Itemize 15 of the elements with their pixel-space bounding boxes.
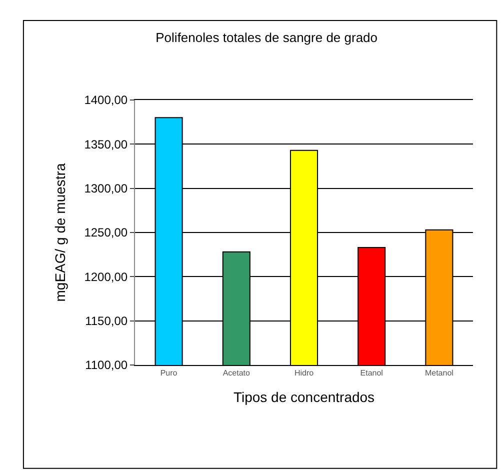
y-tick-label: 1250,00 bbox=[84, 226, 128, 240]
x-tick-label: Puro bbox=[160, 368, 178, 378]
y-tick-label: 1200,00 bbox=[84, 270, 128, 284]
y-tick-label: 1100,00 bbox=[85, 358, 128, 372]
y-tick-label: 1350,00 bbox=[84, 137, 128, 152]
y-tick-label: 1400,00 bbox=[84, 93, 128, 108]
x-axis-title: Tipos de concentrados bbox=[233, 388, 375, 405]
chart-title: Polifenoles totales de sangre de grado bbox=[156, 30, 378, 45]
y-axis-title: mgEAG/ g de muestra bbox=[52, 163, 68, 302]
x-tick-label: Metanol bbox=[424, 368, 454, 378]
x-tick-label: Hidro bbox=[294, 368, 314, 378]
x-tick-label: Etanol bbox=[360, 368, 384, 378]
x-tick-label: Acetato bbox=[222, 368, 251, 378]
y-tick-label: 1150,00 bbox=[85, 314, 128, 328]
y-tick-label: 1300,00 bbox=[84, 182, 128, 196]
